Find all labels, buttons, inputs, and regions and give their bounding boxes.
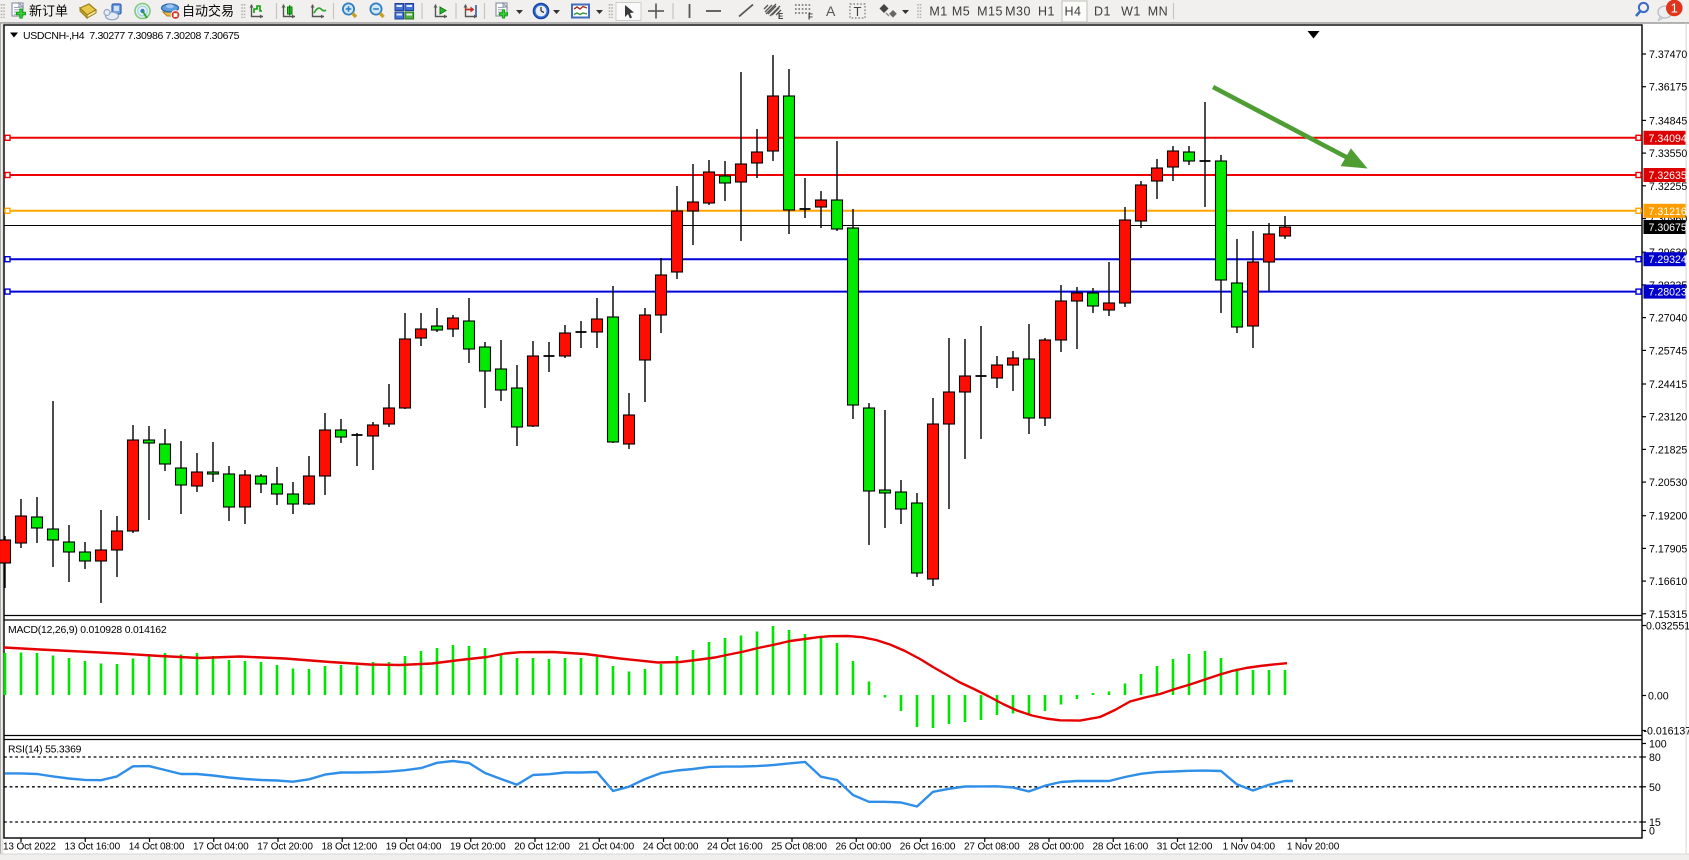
svg-text:7.36175: 7.36175 <box>1649 82 1687 94</box>
svg-text:26 Oct 16:00: 26 Oct 16:00 <box>900 842 956 853</box>
svg-text:7.16610: 7.16610 <box>1649 576 1687 588</box>
svg-text:7.30675: 7.30675 <box>1649 222 1687 234</box>
svg-text:80: 80 <box>1649 752 1661 764</box>
svg-text:H1: H1 <box>1038 5 1055 19</box>
svg-text:MN: MN <box>1148 5 1168 19</box>
svg-text:7.33550: 7.33550 <box>1649 148 1687 160</box>
svg-text:7.32635: 7.32635 <box>1649 170 1687 182</box>
svg-text:50: 50 <box>1649 782 1661 794</box>
svg-text:7.17905: 7.17905 <box>1649 543 1687 555</box>
svg-text:31 Oct 12:00: 31 Oct 12:00 <box>1157 842 1213 853</box>
svg-text:7.21825: 7.21825 <box>1649 444 1687 456</box>
svg-text:H4: H4 <box>1065 5 1082 19</box>
svg-text:0.00: 0.00 <box>1648 691 1669 703</box>
svg-text:24 Oct 00:00: 24 Oct 00:00 <box>643 842 699 853</box>
svg-text:RSI(14) 55.3369: RSI(14) 55.3369 <box>8 745 82 756</box>
svg-text:0: 0 <box>1649 826 1655 838</box>
svg-text:21 Oct 04:00: 21 Oct 04:00 <box>579 842 635 853</box>
svg-text:24 Oct 16:00: 24 Oct 16:00 <box>707 842 763 853</box>
svg-text:M1: M1 <box>929 5 947 19</box>
svg-text:-0.016137: -0.016137 <box>1644 726 1689 738</box>
svg-text:0.032551: 0.032551 <box>1646 621 1689 633</box>
svg-text:1 Nov 20:00: 1 Nov 20:00 <box>1287 842 1340 853</box>
svg-text:7.28023: 7.28023 <box>1649 287 1687 299</box>
svg-text:7.29324: 7.29324 <box>1649 254 1687 266</box>
svg-text:13 Oct 2022: 13 Oct 2022 <box>3 842 56 853</box>
svg-text:M30: M30 <box>1005 5 1031 19</box>
svg-text:7.25745: 7.25745 <box>1649 345 1687 357</box>
svg-text:7.23120: 7.23120 <box>1649 412 1687 424</box>
svg-text:28 Oct 00:00: 28 Oct 00:00 <box>1028 842 1084 853</box>
svg-text:18 Oct 12:00: 18 Oct 12:00 <box>322 842 378 853</box>
svg-text:7.37470: 7.37470 <box>1649 49 1687 61</box>
svg-text:13 Oct 16:00: 13 Oct 16:00 <box>65 842 121 853</box>
svg-text:17 Oct 20:00: 17 Oct 20:00 <box>257 842 313 853</box>
svg-text:D1: D1 <box>1094 5 1111 19</box>
svg-text:14 Oct 08:00: 14 Oct 08:00 <box>129 842 185 853</box>
svg-text:M5: M5 <box>952 5 970 19</box>
svg-text:新订单: 新订单 <box>29 4 68 19</box>
svg-text:100: 100 <box>1649 739 1667 751</box>
svg-text:1: 1 <box>1671 1 1678 16</box>
svg-text:7.15315: 7.15315 <box>1649 609 1687 621</box>
svg-text:7.31216: 7.31216 <box>1649 206 1687 218</box>
svg-text:7.34845: 7.34845 <box>1649 115 1687 127</box>
svg-text:7.32255: 7.32255 <box>1649 181 1687 193</box>
svg-text:7.24415: 7.24415 <box>1649 379 1687 391</box>
svg-text:1 Nov 04:00: 1 Nov 04:00 <box>1223 842 1276 853</box>
svg-text:19 Oct 20:00: 19 Oct 20:00 <box>450 842 506 853</box>
svg-text:E: E <box>778 12 784 21</box>
svg-text:25 Oct 08:00: 25 Oct 08:00 <box>771 842 827 853</box>
svg-text:MACD(12,26,9) 0.010928 0.01416: MACD(12,26,9) 0.010928 0.014162 <box>8 625 167 636</box>
svg-text:T: T <box>854 4 862 19</box>
svg-text:自动交易: 自动交易 <box>182 4 234 19</box>
svg-text:F: F <box>808 13 813 22</box>
svg-text:27 Oct 08:00: 27 Oct 08:00 <box>964 842 1020 853</box>
svg-text:M15: M15 <box>977 5 1003 19</box>
svg-text:28 Oct 16:00: 28 Oct 16:00 <box>1093 842 1149 853</box>
svg-text:7.19200: 7.19200 <box>1649 511 1687 523</box>
svg-text:15: 15 <box>1649 817 1661 829</box>
svg-text:A: A <box>826 3 836 19</box>
svg-text:7.34094: 7.34094 <box>1649 133 1687 145</box>
svg-text:17 Oct 04:00: 17 Oct 04:00 <box>193 842 249 853</box>
svg-text:7.27040: 7.27040 <box>1649 313 1687 325</box>
svg-text:20 Oct 12:00: 20 Oct 12:00 <box>514 842 570 853</box>
svg-text:7.20530: 7.20530 <box>1649 477 1687 489</box>
svg-text:19 Oct 04:00: 19 Oct 04:00 <box>386 842 442 853</box>
svg-text:USDCNH-,H4 7.30277 7.30986 7.: USDCNH-,H4 7.30277 7.30986 7.30208 7.306… <box>23 30 240 42</box>
svg-text:26 Oct 00:00: 26 Oct 00:00 <box>836 842 892 853</box>
svg-text:W1: W1 <box>1121 5 1141 19</box>
